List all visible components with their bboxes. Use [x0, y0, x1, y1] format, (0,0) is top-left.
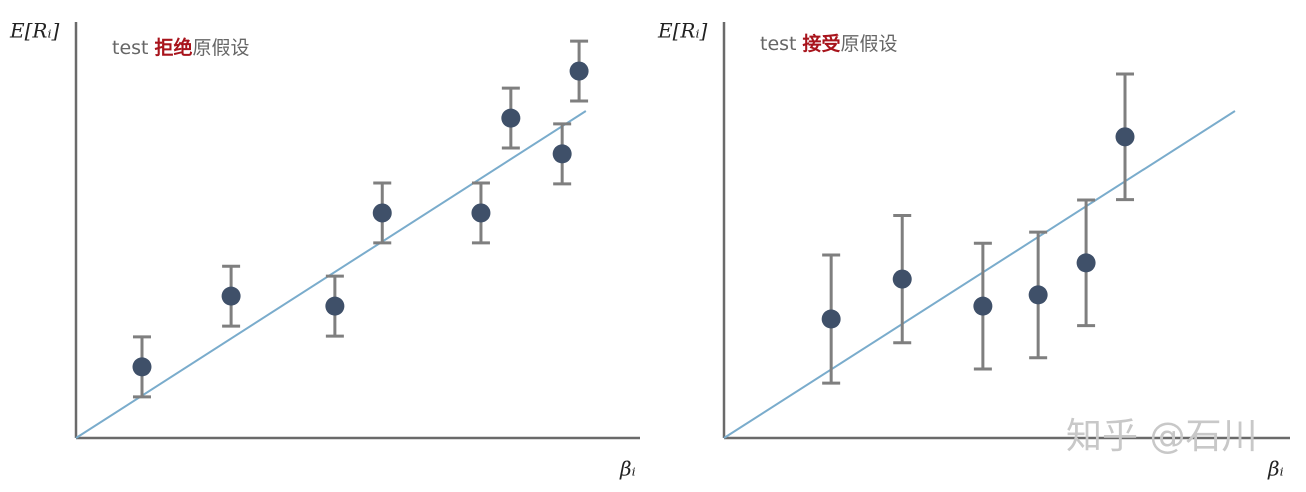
point	[569, 61, 589, 81]
annotation: test 拒绝原假设	[112, 36, 250, 59]
annotation-suffix: 原假设	[193, 37, 250, 59]
annotation-highlight: 接受	[803, 32, 841, 55]
point	[552, 144, 572, 164]
y-axis-label: E[Rᵢ]	[9, 19, 59, 43]
point	[471, 203, 491, 223]
annotation-prefix: test	[760, 33, 797, 55]
point	[221, 286, 241, 306]
point	[1028, 285, 1048, 305]
annotation-suffix: 原假设	[841, 33, 898, 55]
watermark: 知乎 @石川	[1066, 416, 1257, 457]
point	[501, 108, 521, 128]
fit-line	[75, 110, 587, 439]
annotation: test 接受原假设	[760, 32, 898, 55]
annotation-prefix: test	[112, 37, 149, 59]
fit-line	[723, 110, 1236, 439]
point	[973, 296, 993, 316]
x-axis-label: βᵢ	[1267, 457, 1284, 481]
point	[132, 357, 152, 377]
x-axis-label: βᵢ	[619, 457, 636, 481]
point	[821, 309, 841, 329]
point	[372, 203, 392, 223]
point	[892, 269, 912, 289]
y-axis-label: E[Rᵢ]	[657, 19, 707, 43]
point	[325, 296, 345, 316]
annotation-highlight: 拒绝	[155, 36, 193, 59]
point	[1076, 253, 1096, 273]
point	[1115, 127, 1135, 147]
